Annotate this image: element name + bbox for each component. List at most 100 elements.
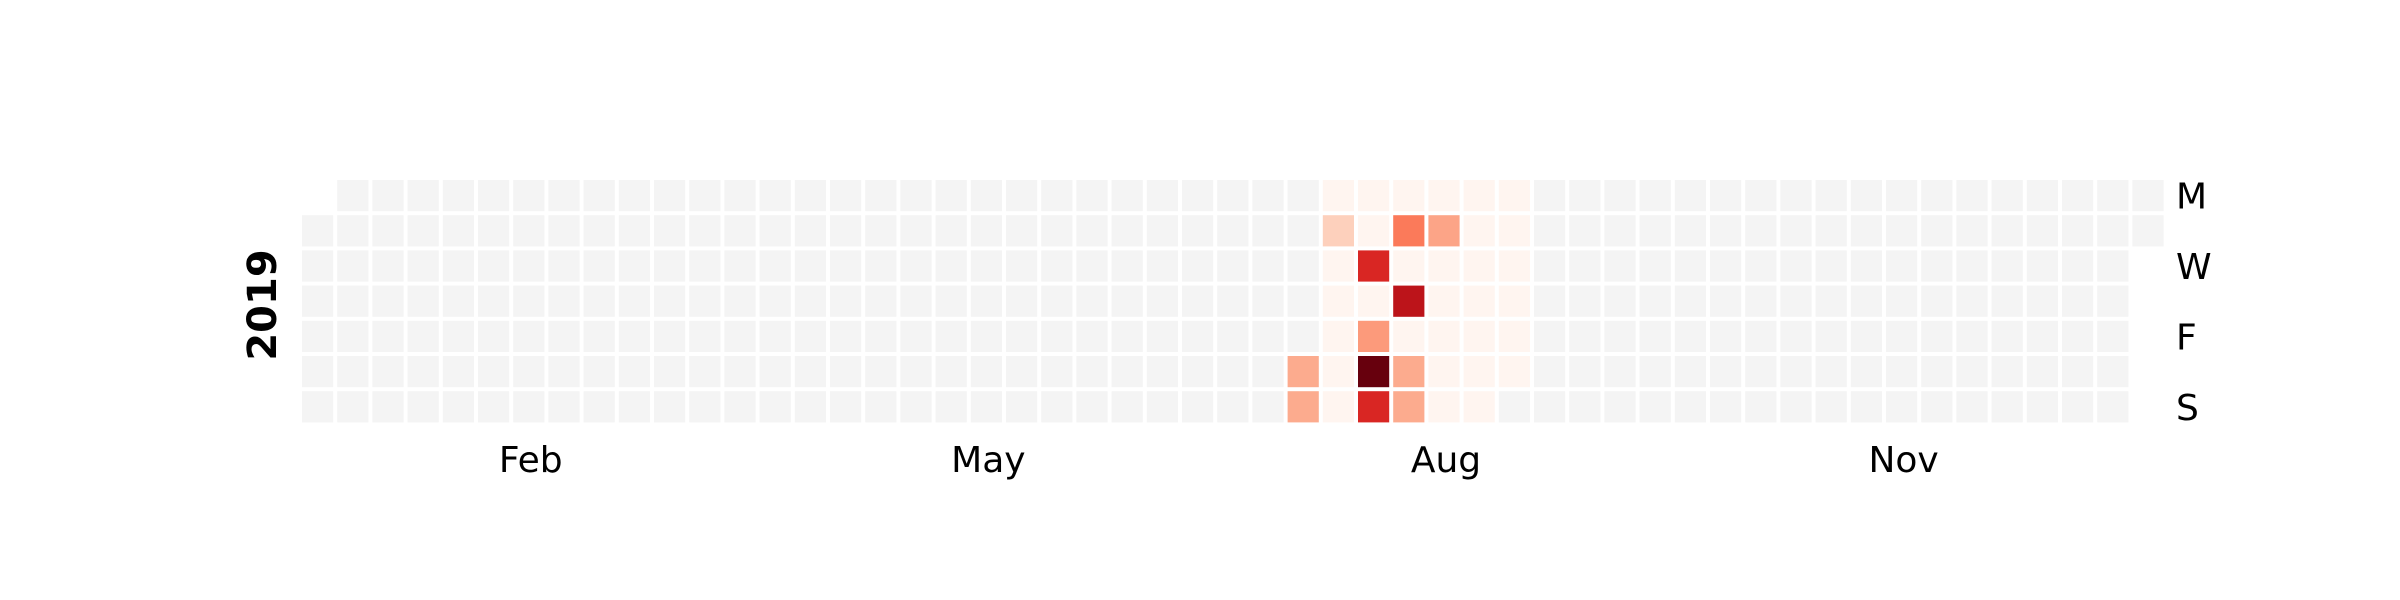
day-cell-2019-01-10 — [337, 285, 369, 317]
day-cell-2019-07-16 — [1287, 215, 1319, 247]
day-cell-2019-02-06 — [478, 250, 510, 282]
day-cell-2019-09-22 — [1604, 391, 1636, 423]
day-cell-2019-03-24 — [689, 391, 721, 423]
day-cell-2019-10-10 — [1710, 285, 1742, 317]
day-cell-2019-05-06 — [935, 180, 967, 212]
day-cell-2019-05-19 — [970, 391, 1002, 423]
day-cell-2019-10-18 — [1745, 320, 1777, 352]
day-cell-2019-02-03 — [442, 391, 474, 423]
day-cell-2019-08-06 — [1393, 215, 1425, 247]
day-cell-2019-01-21 — [407, 180, 439, 212]
day-cell-2019-07-31 — [1358, 250, 1390, 282]
day-cell-2019-02-27 — [583, 250, 615, 282]
day-cell-2019-01-15 — [372, 215, 404, 247]
day-cell-2019-11-01 — [1815, 320, 1847, 352]
day-cell-2019-02-22 — [548, 320, 580, 352]
day-cell-2019-05-10 — [935, 320, 967, 352]
day-cell-2019-02-05 — [478, 215, 510, 247]
day-cell-2019-10-24 — [1780, 285, 1812, 317]
day-cell-2019-06-12 — [1111, 250, 1143, 282]
day-cell-2019-07-15 — [1287, 180, 1319, 212]
day-cell-2019-03-30 — [724, 356, 756, 388]
day-cell-2019-06-18 — [1146, 215, 1178, 247]
day-cell-2019-07-12 — [1252, 320, 1284, 352]
day-cell-2019-03-11 — [654, 180, 686, 212]
day-cell-2019-08-30 — [1498, 320, 1530, 352]
day-cell-2019-12-21 — [2062, 356, 2094, 388]
day-cell-2019-07-18 — [1287, 285, 1319, 317]
day-cell-2019-03-06 — [618, 250, 650, 282]
weekday-label-2: F — [2176, 317, 2197, 358]
weekday-label-0: M — [2176, 177, 2207, 218]
day-cell-2019-06-06 — [1076, 285, 1108, 317]
month-label-may: May — [951, 440, 1025, 481]
day-cell-2019-03-07 — [618, 285, 650, 317]
day-cell-2019-09-26 — [1639, 285, 1671, 317]
day-cell-2019-03-04 — [618, 180, 650, 212]
day-cell-2019-11-28 — [1956, 285, 1988, 317]
day-cell-2019-03-22 — [689, 320, 721, 352]
day-cell-2019-10-02 — [1674, 250, 1706, 282]
day-cell-2019-09-04 — [1534, 250, 1566, 282]
day-cell-2019-04-09 — [794, 215, 826, 247]
day-cell-2019-06-11 — [1111, 215, 1143, 247]
day-cell-2019-12-18 — [2062, 250, 2094, 282]
day-cell-2019-10-05 — [1674, 356, 1706, 388]
day-cell-2019-04-28 — [865, 391, 897, 423]
day-cell-2019-04-01 — [759, 180, 791, 212]
day-cell-2019-06-04 — [1076, 215, 1108, 247]
day-cell-2019-05-08 — [935, 250, 967, 282]
day-cell-2019-10-09 — [1710, 250, 1742, 282]
day-cell-2019-08-14 — [1428, 250, 1460, 282]
day-cell-2019-07-06 — [1217, 356, 1249, 388]
day-cell-2019-06-19 — [1146, 250, 1178, 282]
day-cell-2019-06-02 — [1041, 391, 1073, 423]
day-cell-2019-04-05 — [759, 320, 791, 352]
day-cell-2019-05-21 — [1006, 215, 1038, 247]
day-cell-2019-02-08 — [478, 320, 510, 352]
day-cell-2019-03-26 — [724, 215, 756, 247]
day-cell-2019-06-20 — [1146, 285, 1178, 317]
day-cell-2019-08-04 — [1358, 391, 1390, 423]
day-cell-2019-04-11 — [794, 285, 826, 317]
day-cell-2019-07-10 — [1252, 250, 1284, 282]
day-cell-2019-02-04 — [478, 180, 510, 212]
day-cell-2019-02-21 — [548, 285, 580, 317]
day-cell-2019-08-18 — [1428, 391, 1460, 423]
day-cell-2019-06-21 — [1146, 320, 1178, 352]
day-cell-2019-08-17 — [1428, 356, 1460, 388]
day-cell-2019-12-26 — [2097, 285, 2129, 317]
day-cell-2019-03-05 — [618, 215, 650, 247]
day-cell-2019-09-10 — [1569, 215, 1601, 247]
day-cell-2019-07-05 — [1217, 320, 1249, 352]
day-cell-2019-03-09 — [618, 356, 650, 388]
day-cell-2019-08-22 — [1463, 285, 1495, 317]
day-cell-2019-05-27 — [1041, 180, 1073, 212]
day-cell-2019-10-11 — [1710, 320, 1742, 352]
day-cell-2019-02-25 — [583, 180, 615, 212]
day-cell-2019-10-01 — [1674, 215, 1706, 247]
day-cell-2019-04-13 — [794, 356, 826, 388]
day-cell-2019-03-31 — [724, 391, 756, 423]
day-cell-2019-04-10 — [794, 250, 826, 282]
day-cell-2019-05-18 — [970, 356, 1002, 388]
day-cell-2019-01-17 — [372, 285, 404, 317]
day-cell-2019-08-23 — [1463, 320, 1495, 352]
day-cell-2019-12-28 — [2097, 356, 2129, 388]
day-cell-2019-07-09 — [1252, 215, 1284, 247]
day-cell-2019-03-08 — [618, 320, 650, 352]
day-cell-2019-08-09 — [1393, 320, 1425, 352]
day-cell-2019-11-29 — [1956, 320, 1988, 352]
day-cell-2019-04-21 — [830, 391, 862, 423]
day-cell-2019-06-09 — [1076, 391, 1108, 423]
day-cell-2019-10-29 — [1815, 215, 1847, 247]
day-cell-2019-01-02 — [302, 250, 334, 282]
day-cell-2019-07-28 — [1322, 391, 1354, 423]
day-cell-2019-09-16 — [1604, 180, 1636, 212]
day-cell-2019-08-21 — [1463, 250, 1495, 282]
day-cell-2019-11-27 — [1956, 250, 1988, 282]
day-cell-2019-07-01 — [1217, 180, 1249, 212]
day-cell-2019-05-22 — [1006, 250, 1038, 282]
day-cell-2019-10-03 — [1674, 285, 1706, 317]
